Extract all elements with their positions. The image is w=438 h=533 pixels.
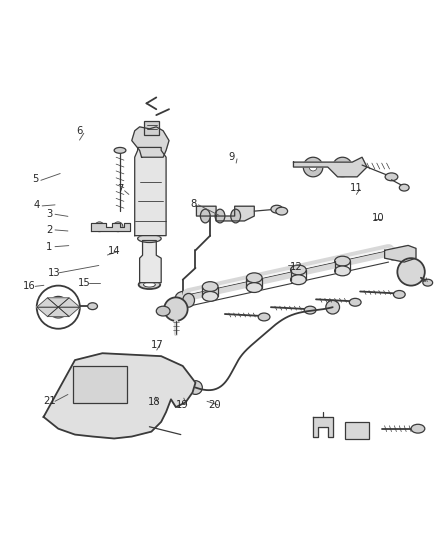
Ellipse shape bbox=[202, 281, 218, 292]
Bar bbox=[73, 366, 127, 403]
Polygon shape bbox=[58, 298, 80, 307]
Text: 5: 5 bbox=[32, 174, 39, 184]
Text: 9: 9 bbox=[229, 152, 235, 162]
Ellipse shape bbox=[175, 292, 191, 307]
Ellipse shape bbox=[403, 264, 419, 280]
Ellipse shape bbox=[271, 205, 283, 213]
Ellipse shape bbox=[95, 222, 104, 232]
Ellipse shape bbox=[231, 209, 240, 223]
Ellipse shape bbox=[335, 266, 350, 276]
Polygon shape bbox=[47, 307, 69, 317]
Ellipse shape bbox=[233, 213, 239, 219]
Polygon shape bbox=[43, 353, 195, 439]
Ellipse shape bbox=[117, 417, 127, 427]
Ellipse shape bbox=[138, 235, 161, 243]
Polygon shape bbox=[47, 298, 69, 307]
Polygon shape bbox=[197, 206, 254, 221]
Ellipse shape bbox=[215, 209, 225, 223]
Ellipse shape bbox=[164, 297, 187, 321]
Ellipse shape bbox=[99, 382, 115, 397]
Ellipse shape bbox=[202, 213, 208, 219]
Ellipse shape bbox=[385, 173, 398, 181]
Ellipse shape bbox=[335, 256, 350, 266]
Ellipse shape bbox=[202, 292, 218, 301]
Text: 19: 19 bbox=[176, 400, 189, 410]
Ellipse shape bbox=[333, 157, 352, 177]
Text: 3: 3 bbox=[46, 209, 53, 219]
Ellipse shape bbox=[47, 296, 69, 318]
Ellipse shape bbox=[388, 248, 399, 260]
Text: 10: 10 bbox=[371, 213, 384, 223]
Ellipse shape bbox=[339, 163, 346, 171]
Polygon shape bbox=[91, 223, 130, 231]
Ellipse shape bbox=[114, 148, 126, 154]
Text: 14: 14 bbox=[107, 246, 120, 256]
Text: 11: 11 bbox=[350, 183, 363, 193]
Ellipse shape bbox=[144, 136, 159, 152]
Ellipse shape bbox=[276, 207, 288, 215]
Ellipse shape bbox=[104, 386, 110, 392]
Ellipse shape bbox=[423, 279, 433, 286]
Text: 20: 20 bbox=[208, 400, 221, 410]
Ellipse shape bbox=[183, 294, 194, 307]
Text: 15: 15 bbox=[78, 278, 90, 288]
Ellipse shape bbox=[148, 142, 154, 148]
Text: 2: 2 bbox=[46, 225, 53, 235]
Ellipse shape bbox=[304, 306, 316, 314]
Ellipse shape bbox=[290, 275, 306, 285]
Ellipse shape bbox=[411, 424, 425, 433]
Text: 4: 4 bbox=[33, 200, 40, 210]
Text: 6: 6 bbox=[76, 126, 83, 136]
Text: 16: 16 bbox=[23, 281, 35, 292]
Text: 7: 7 bbox=[117, 184, 124, 194]
Ellipse shape bbox=[399, 184, 409, 191]
Polygon shape bbox=[58, 307, 80, 317]
Ellipse shape bbox=[303, 157, 323, 177]
Polygon shape bbox=[140, 240, 161, 282]
Polygon shape bbox=[385, 245, 416, 262]
Ellipse shape bbox=[247, 273, 262, 282]
Ellipse shape bbox=[309, 163, 317, 171]
Text: 17: 17 bbox=[150, 340, 163, 350]
Ellipse shape bbox=[400, 246, 412, 258]
Ellipse shape bbox=[393, 290, 405, 298]
Polygon shape bbox=[132, 127, 169, 157]
Ellipse shape bbox=[397, 258, 425, 286]
Text: 21: 21 bbox=[43, 396, 56, 406]
Text: 8: 8 bbox=[190, 199, 196, 209]
Polygon shape bbox=[135, 148, 166, 236]
Ellipse shape bbox=[189, 381, 202, 394]
Ellipse shape bbox=[144, 282, 155, 287]
Text: 1: 1 bbox=[46, 241, 53, 252]
Ellipse shape bbox=[113, 222, 123, 232]
Ellipse shape bbox=[217, 213, 223, 219]
Text: 12: 12 bbox=[290, 262, 303, 271]
Ellipse shape bbox=[88, 303, 98, 310]
Ellipse shape bbox=[108, 408, 136, 435]
Ellipse shape bbox=[258, 313, 270, 321]
Text: 13: 13 bbox=[47, 268, 60, 278]
Polygon shape bbox=[37, 307, 58, 317]
Ellipse shape bbox=[350, 298, 361, 306]
Ellipse shape bbox=[156, 306, 170, 316]
Ellipse shape bbox=[290, 265, 306, 275]
Ellipse shape bbox=[326, 300, 339, 314]
Ellipse shape bbox=[139, 280, 160, 289]
Polygon shape bbox=[37, 298, 58, 307]
Ellipse shape bbox=[90, 372, 125, 407]
Ellipse shape bbox=[247, 282, 262, 293]
Polygon shape bbox=[293, 157, 367, 177]
Ellipse shape bbox=[170, 303, 182, 315]
Text: 18: 18 bbox=[148, 397, 160, 407]
Bar bbox=[346, 422, 369, 440]
Bar bbox=[144, 121, 159, 135]
Ellipse shape bbox=[200, 209, 210, 223]
Polygon shape bbox=[313, 417, 333, 437]
